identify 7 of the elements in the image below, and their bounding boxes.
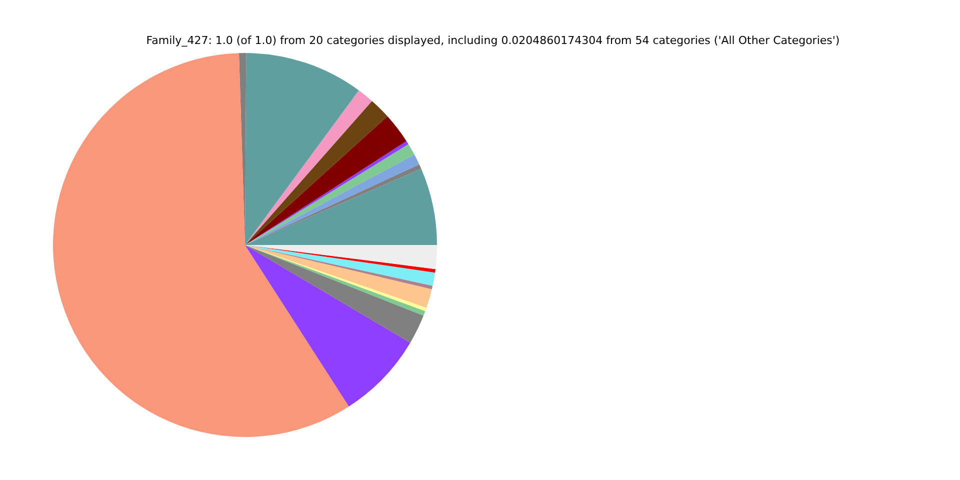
pie-slice <box>245 245 410 406</box>
text: Family_427: 1.0 (of 1.0) from 20 categories displayed, including 0.0204860174304 from 54 categories ('All Other Categories') <box>145 34 841 47</box>
pie-slice <box>245 116 406 245</box>
pie-slice <box>245 90 372 245</box>
pie-slice <box>245 100 388 245</box>
pie-slice <box>53 53 349 437</box>
pie-slice <box>245 245 424 343</box>
